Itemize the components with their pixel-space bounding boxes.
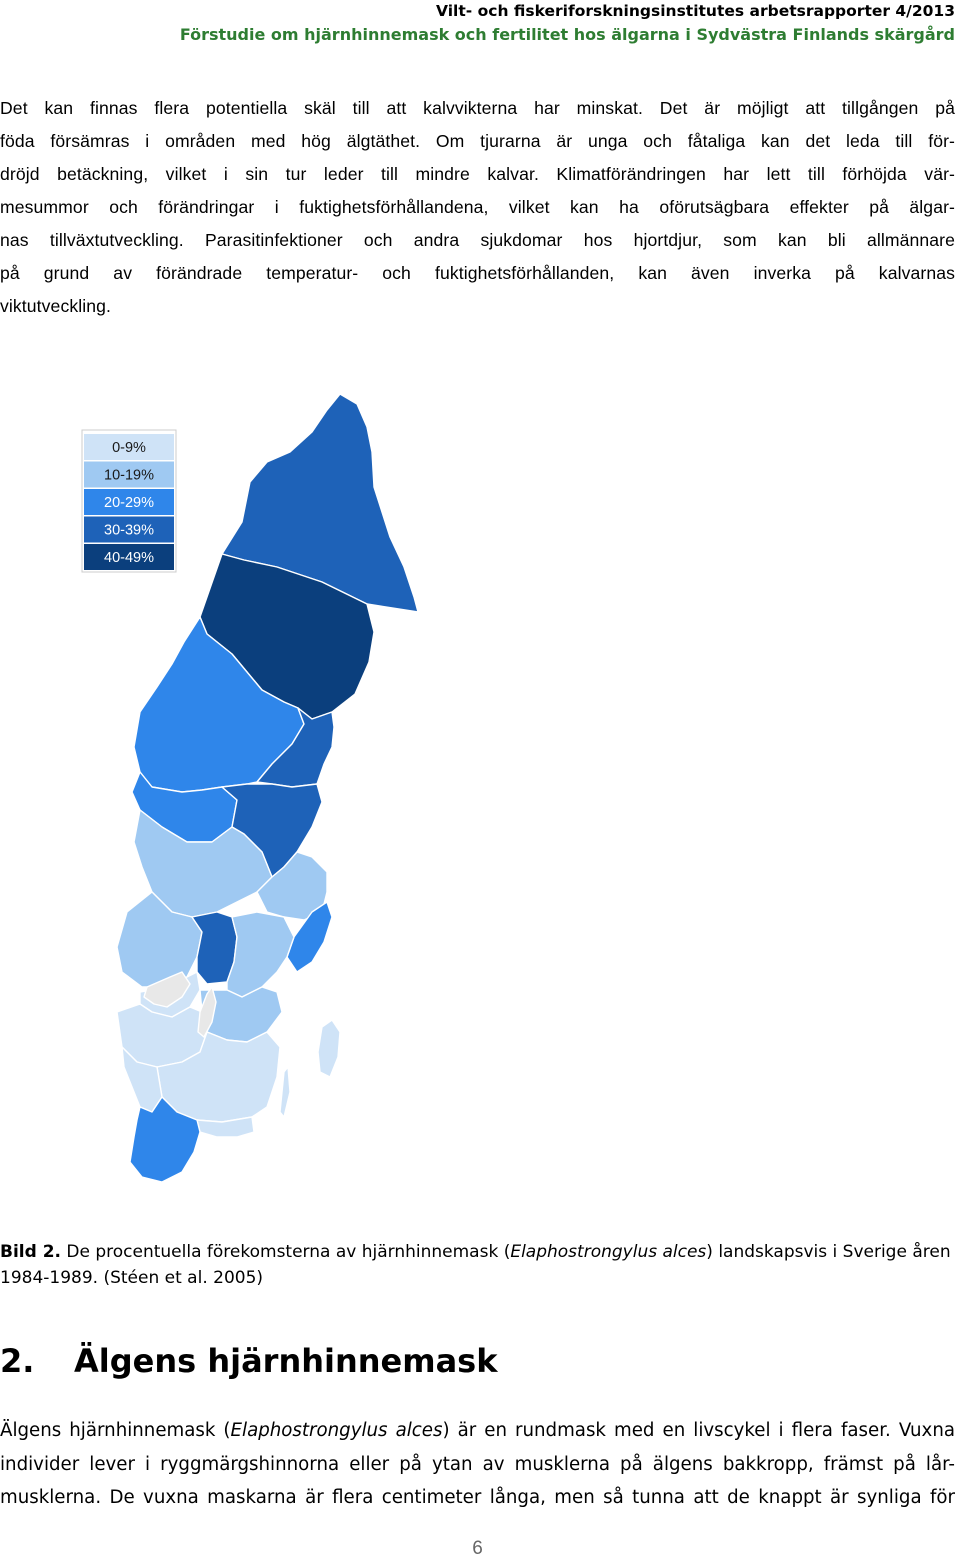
legend-label: 40-49% [104, 550, 154, 566]
figure-caption: Bild 2. De procentuella förekomsterna av… [0, 1239, 955, 1291]
report-series-header: Vilt- och fiskeriforskningsinstitutes ar… [436, 2, 955, 20]
legend-label: 0-9% [112, 440, 146, 456]
legend-label: 10-19% [104, 468, 154, 484]
section-title: Älgens hjärnhinnemask [74, 1342, 498, 1380]
legend-swatch [84, 489, 174, 515]
map-region-skane [129, 1096, 201, 1183]
map-legend: 0-9% 10-19% 20-29% 30-39% 40-49% [81, 429, 177, 573]
paragraph-line: föda försämras i områden med hög älgtäth… [0, 131, 955, 151]
paragraph-line: på grund av förändrade temperatur- och f… [0, 263, 955, 283]
species-name: Elaphostrongylus alces [230, 1420, 443, 1441]
section-heading: 2. Älgens hjärnhinnemask [0, 1342, 498, 1380]
caption-text: De procentuella förekomsterna av hjärnhi… [61, 1242, 511, 1262]
map-lake-vanern [143, 971, 191, 1008]
legend-swatch [84, 434, 174, 460]
legend-swatch [84, 516, 174, 543]
paragraph-line: musklerna. De vuxna maskarna är flera ce… [0, 1487, 955, 1508]
legend-label: 20-29% [104, 495, 154, 511]
map-region-gastrikland [256, 851, 328, 921]
paragraph-line: nas tillväxtutveckling. Parasitinfektion… [0, 230, 955, 250]
paragraph-line: viktutveckling. [0, 296, 112, 316]
paragraph-line: individer lever i ryggmärgshinnorna elle… [0, 1453, 955, 1475]
body-paragraph-1: Det kan finnas flera potentiella skäl ti… [0, 92, 955, 323]
page-number: 6 [472, 1538, 483, 1559]
paragraph-line: mesummor och förändringar i fuktighetsfö… [0, 197, 955, 217]
caption-source: 1984-1989. (Stéen et al. 2005) [0, 1268, 264, 1288]
caption-label: Bild 2. [0, 1242, 61, 1262]
map-lake-vattern [197, 986, 217, 1038]
map-region-blekinge [196, 1116, 255, 1138]
legend-swatch [84, 544, 174, 570]
sweden-prevalence-map: 0-9% 10-19% 20-29% 30-39% 40-49% [22, 372, 482, 1200]
map-region-varmland [116, 891, 203, 988]
caption-text-end: ) landskapsvis i Sverige åren [706, 1242, 951, 1262]
report-title-header: Förstudie om hjärnhinnemask och fertilit… [179, 25, 955, 44]
section-number: 2. [0, 1342, 35, 1380]
caption-species-name: Elaphostrongylus alces [510, 1242, 707, 1262]
legend-label: 30-39% [104, 523, 154, 539]
legend-swatch [84, 461, 174, 488]
map-region-gotland [317, 1019, 341, 1078]
map-region-oland [279, 1066, 291, 1118]
paragraph-line: Älgens hjärnhinnemask (Elaphostrongylus … [0, 1420, 955, 1441]
paragraph-line: dröjd betäckning, vilket i sin tur leder… [0, 164, 955, 184]
map-svg: 0-9% 10-19% 20-29% 30-39% 40-49% [22, 372, 482, 1200]
paragraph-line: Det kan finnas flera potentiella skäl ti… [0, 98, 955, 118]
body-paragraph-2: Älgens hjärnhinnemask (Elaphostrongylus … [0, 1414, 955, 1515]
